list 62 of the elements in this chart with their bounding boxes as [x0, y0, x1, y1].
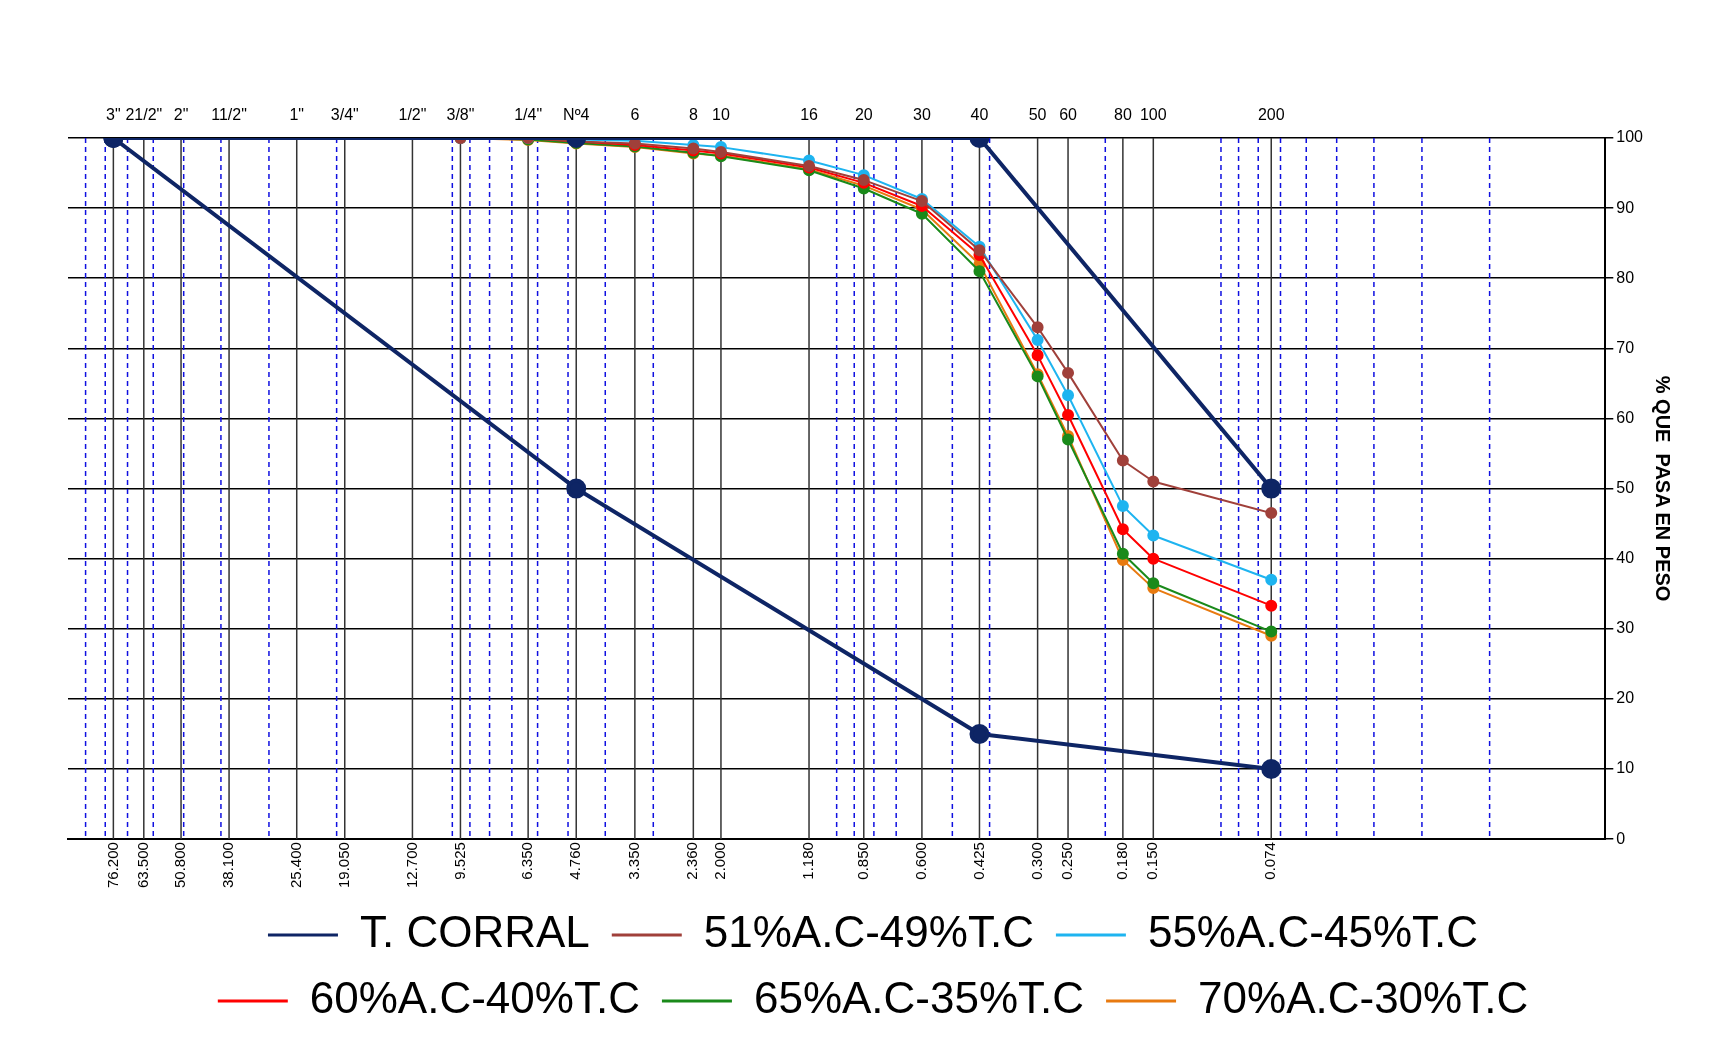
x-tick-label: 0.074: [1261, 842, 1279, 880]
text: 3/8": [446, 106, 475, 124]
x-tick-label: 0.250: [1058, 842, 1076, 880]
text: 11/2": [211, 106, 247, 124]
x-tick-label: 12.700: [402, 842, 420, 889]
legend-label: 55%A.C-45%T.C: [1147, 907, 1479, 957]
text: 80: [1113, 106, 1132, 124]
x-tick-label: 0.150: [1143, 842, 1161, 880]
text: 21/2": [125, 106, 163, 124]
text: 6: [630, 106, 640, 124]
y-tick-label: 100: [1616, 128, 1644, 146]
text: 20: [854, 106, 873, 124]
x-tick-label: 63.500: [133, 842, 151, 889]
legend-label: 70%A.C-30%T.C: [1198, 973, 1529, 1023]
text: 1/2": [398, 106, 427, 124]
text: 8: [688, 106, 698, 124]
text: 10: [712, 106, 730, 124]
legend-label: 60%A.C-40%T.C: [309, 973, 640, 1023]
x-tick-label: 50.800: [171, 842, 189, 889]
text: 40: [970, 106, 989, 124]
text: 16: [800, 106, 819, 124]
x-tick-label: 6.350: [518, 842, 536, 880]
y-tick-label: 30: [1616, 619, 1635, 637]
legend-label: 65%A.C-35%T.C: [753, 973, 1085, 1023]
text: 100: [1139, 106, 1167, 124]
x-tick-label: 0.180: [1113, 842, 1131, 880]
text: 200: [1257, 106, 1285, 124]
x-tick-label: 0.850: [853, 842, 871, 880]
text: 1/4": [514, 106, 543, 124]
x-tick-label: 38.100: [219, 842, 237, 889]
text: 50: [1028, 106, 1047, 124]
x-tick-label: 1.180: [799, 842, 817, 880]
text: 3": [106, 106, 121, 124]
x-tick-label: 4.760: [566, 842, 584, 880]
y-tick-label: 40: [1616, 549, 1635, 567]
legend-label: 51%A.C-49%T.C: [703, 907, 1034, 957]
x-tick-label: 9.525: [450, 842, 468, 880]
y-tick-label: 70: [1616, 338, 1635, 356]
y-tick-label: 20: [1616, 689, 1635, 707]
x-tick-label: 2.000: [711, 842, 729, 880]
y-tick-label: 10: [1616, 759, 1635, 777]
x-tick-label: 2.360: [683, 842, 701, 880]
x-tick-label: 25.400: [286, 842, 304, 889]
y-tick-label: 50: [1616, 478, 1635, 496]
x-tick-label: 3.350: [625, 842, 642, 880]
y-axis-title: % QUE PASA EN PESO: [1652, 375, 1675, 602]
legend-label: T. CORRAL: [359, 907, 590, 957]
x-tick-label: 19.050: [334, 842, 352, 889]
y-tick-label: 90: [1616, 198, 1635, 216]
text: 1": [289, 106, 305, 124]
y-tick-label: 80: [1616, 268, 1635, 286]
x-tick-label: 0.300: [1027, 842, 1045, 880]
text: 60: [1059, 106, 1078, 124]
text: Nº4: [563, 106, 590, 124]
text: 3/4": [330, 106, 359, 124]
text: 2": [173, 106, 189, 124]
x-tick-label: 76.200: [103, 842, 121, 889]
y-tick-label: 60: [1616, 408, 1635, 426]
x-tick-label: 0.425: [969, 842, 987, 880]
y-tick-label: 0: [1616, 829, 1626, 847]
x-tick-label: 0.600: [912, 842, 930, 880]
text: 30: [913, 106, 931, 124]
